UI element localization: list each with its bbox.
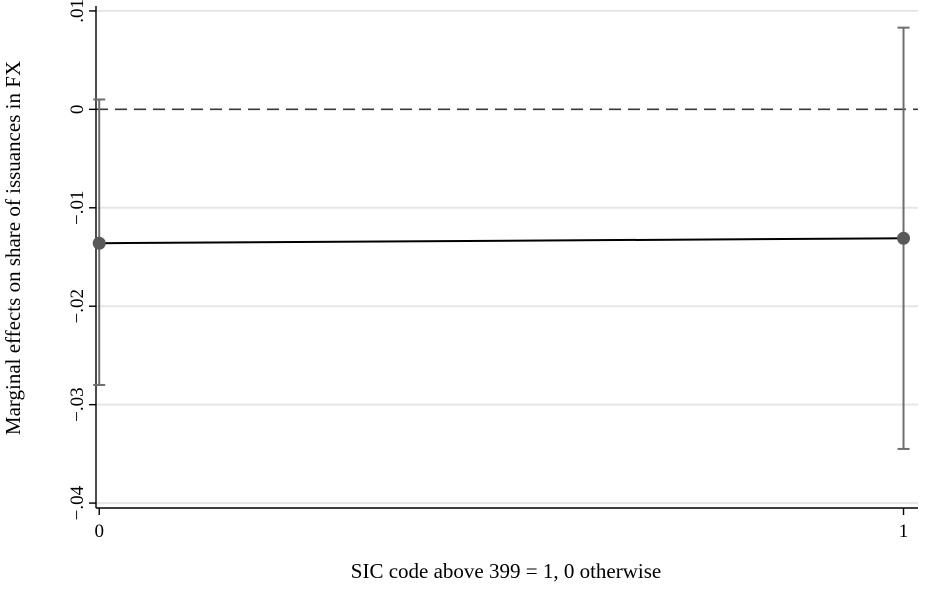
label-layer: SIC code above 399 = 1, 0 otherwise Marg… xyxy=(1,0,908,583)
x-axis-title: SIC code above 399 = 1, 0 otherwise xyxy=(351,559,661,583)
y-tick-label-1: 0 xyxy=(67,105,88,115)
y-axis-title: Marginal effects on share of issuances i… xyxy=(1,61,25,435)
x-tick-label-0: 0 xyxy=(94,521,104,542)
x-tick-label-1: 1 xyxy=(899,521,909,542)
axes-layer xyxy=(89,6,918,515)
series-line xyxy=(99,237,904,245)
data-point-1 xyxy=(897,231,911,245)
marker-layer xyxy=(92,231,911,250)
y-tick-label-3: −.02 xyxy=(67,289,88,323)
y-tick-label-2: −.01 xyxy=(67,191,88,225)
y-tick-label-5: −.04 xyxy=(67,485,88,520)
series-layer xyxy=(99,237,904,245)
y-tick-label-4: −.03 xyxy=(67,387,88,421)
y-tick-label-0: .01 xyxy=(67,0,88,23)
grid-layer xyxy=(96,9,918,505)
data-point-0 xyxy=(92,236,106,250)
